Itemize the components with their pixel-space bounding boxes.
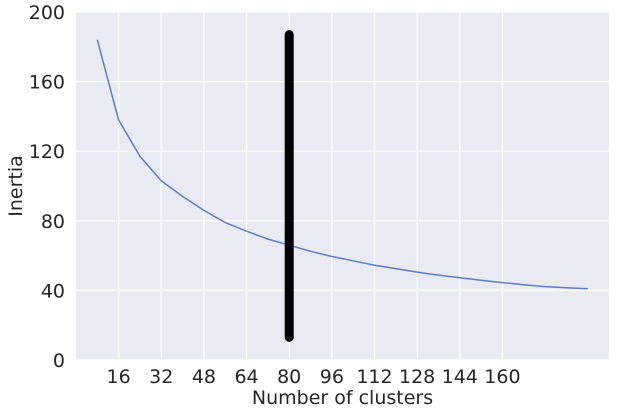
x-tick-label: 80 (277, 366, 301, 388)
x-tick-label: 128 (399, 366, 435, 388)
x-tick-label: 160 (484, 366, 520, 388)
y-tick-label: 120 (29, 141, 65, 163)
y-tick-label: 160 (29, 72, 65, 94)
y-axis-label: Inertia (5, 155, 27, 217)
x-tick-label: 64 (234, 366, 258, 388)
x-tick-label: 48 (192, 366, 216, 388)
tick-labels: 16 32 48 64 80 96 112 128 144 160 0 40 80 120 160 200 (29, 2, 521, 388)
x-tick-label: 144 (442, 366, 478, 388)
y-tick-label: 0 (53, 350, 65, 372)
y-tick-label: 200 (29, 2, 65, 24)
x-tick-label: 16 (107, 366, 131, 388)
series-line (96, 39, 588, 290)
y-tick-label: 40 (41, 280, 65, 302)
x-axis-label: Number of clusters (252, 387, 433, 409)
x-tick-label: 96 (320, 366, 344, 388)
x-tick-label: 32 (149, 366, 173, 388)
plot-background (76, 12, 609, 360)
series-layer (96, 39, 588, 290)
y-tick-label: 80 (41, 211, 65, 233)
x-tick-label: 112 (356, 366, 392, 388)
